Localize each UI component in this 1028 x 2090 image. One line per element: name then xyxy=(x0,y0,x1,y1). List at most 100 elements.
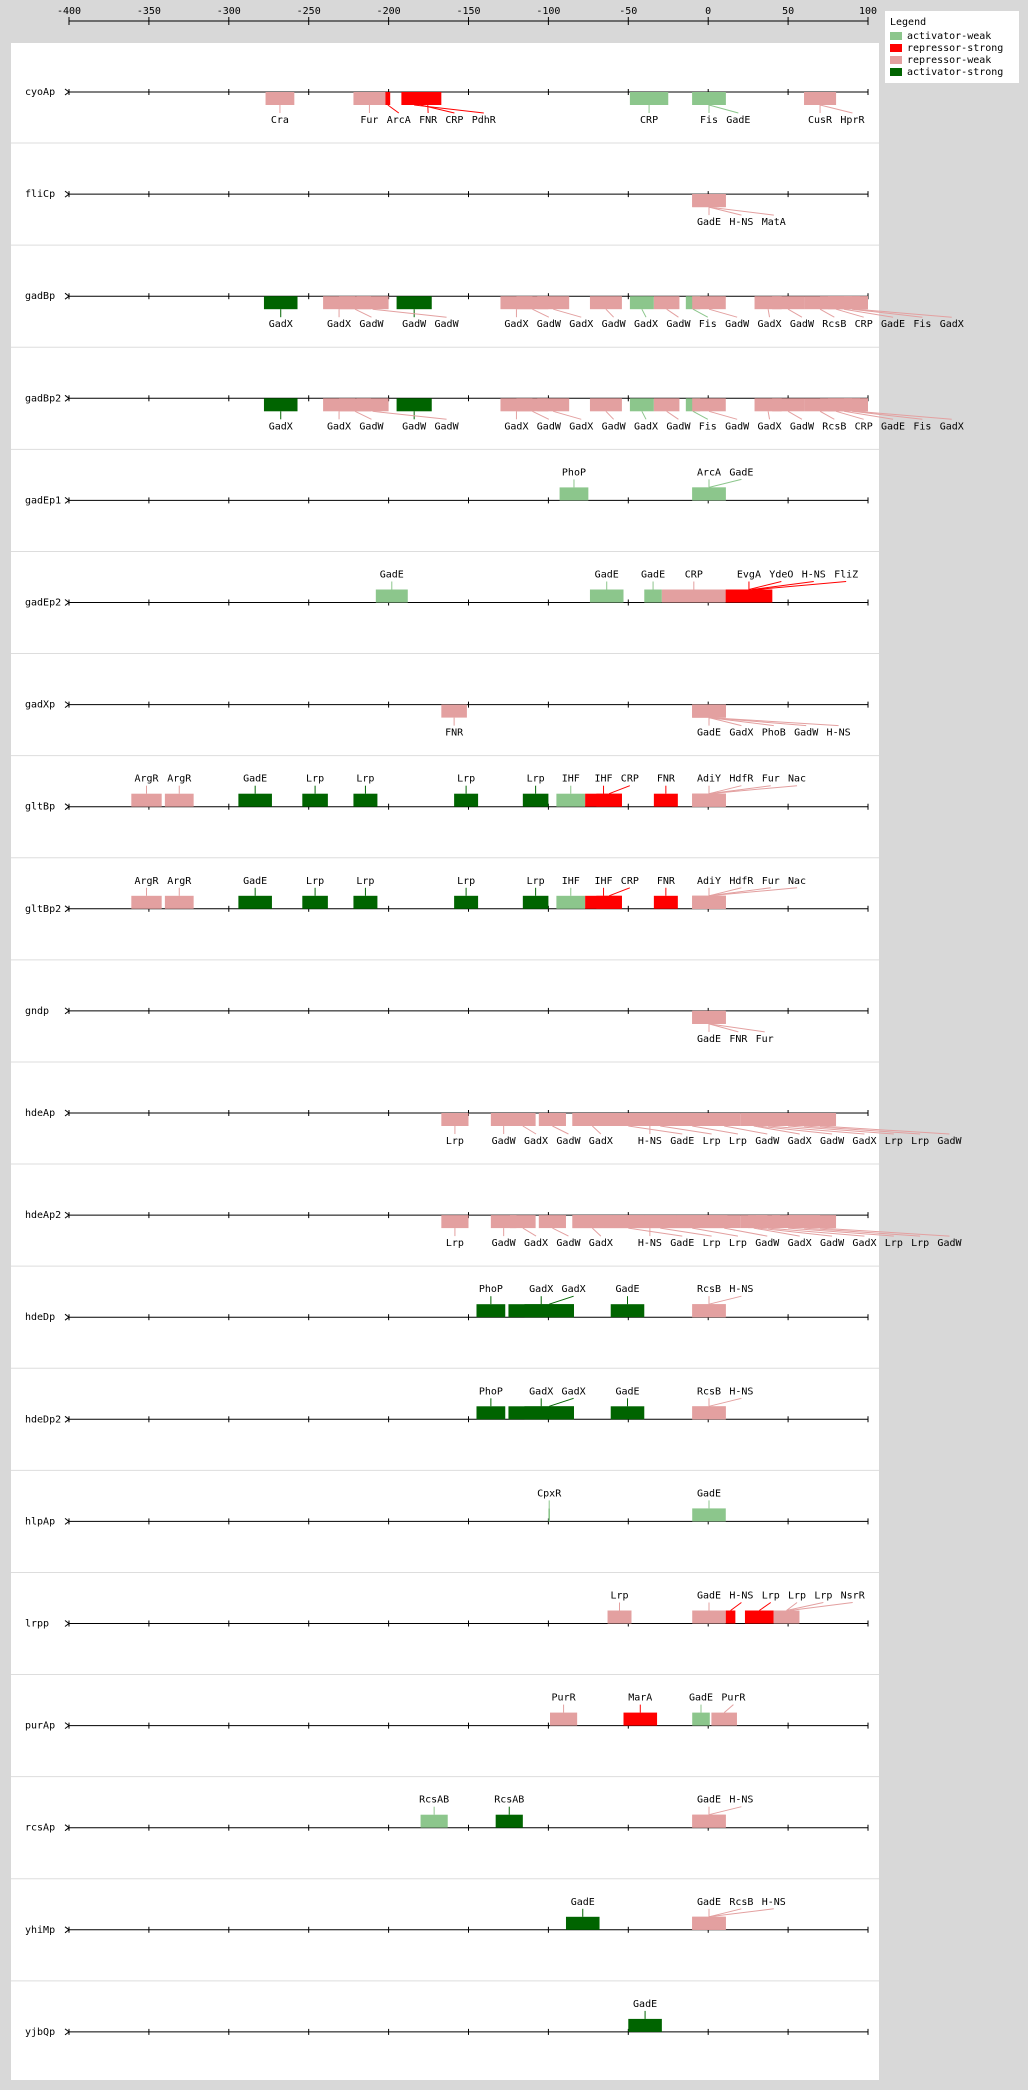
site-label: GadE xyxy=(689,1693,713,1704)
binding-site xyxy=(476,1406,506,1420)
legend-box xyxy=(885,11,1019,83)
binding-site xyxy=(692,895,726,909)
site-label: RcsAB xyxy=(494,1795,524,1806)
site-label: Lrp xyxy=(610,1591,628,1602)
binding-site xyxy=(692,92,726,105)
binding-site xyxy=(559,487,589,501)
binding-site xyxy=(844,296,868,310)
promoter-name: hdeAp xyxy=(25,1108,55,1119)
leader-line xyxy=(788,1227,894,1237)
leader-line xyxy=(708,478,742,488)
leader-line xyxy=(768,1227,865,1237)
leader-line xyxy=(786,1602,798,1611)
site-label: Lrp xyxy=(729,1136,747,1147)
leader-line xyxy=(708,1908,774,1918)
binding-site xyxy=(537,296,570,310)
site-label: Fis xyxy=(913,319,931,330)
site-label: H-NS xyxy=(729,1795,753,1806)
leader-line xyxy=(708,1908,742,1918)
binding-site xyxy=(522,895,549,909)
site-label: GadE xyxy=(697,728,721,739)
leader-line xyxy=(592,1125,602,1135)
site-label: Lrp xyxy=(911,1238,929,1249)
site-label: GadX xyxy=(788,1136,812,1147)
binding-site xyxy=(510,1113,536,1126)
binding-site xyxy=(596,793,622,807)
site-label: GadE xyxy=(243,774,267,785)
leader-line xyxy=(767,309,771,318)
binding-site xyxy=(549,1712,578,1726)
site-label: GadE xyxy=(729,467,753,478)
site-label: H-NS xyxy=(729,1284,753,1295)
leader-line xyxy=(843,308,894,318)
binding-site xyxy=(164,895,194,909)
site-label: Fis xyxy=(913,421,931,432)
site-label: HprR xyxy=(840,115,865,126)
site-label: GadE xyxy=(697,217,721,228)
site-label: PhoP xyxy=(479,1284,503,1295)
site-label: Nac xyxy=(788,774,806,785)
leader-line xyxy=(753,1125,800,1135)
leader-line xyxy=(692,410,709,420)
binding-site xyxy=(556,793,586,807)
binding-site xyxy=(744,1610,774,1624)
promoter-name: fliCp xyxy=(25,189,55,200)
promoter-name: gadEp2 xyxy=(25,598,61,609)
leader-line xyxy=(522,1227,537,1237)
site-label: CRP xyxy=(621,774,639,785)
leader-line xyxy=(708,1295,742,1305)
leader-line xyxy=(843,410,894,420)
legend-swatch xyxy=(890,32,902,40)
leader-line xyxy=(549,1397,574,1407)
promoter-name: hdeDp xyxy=(25,1312,55,1323)
axis-tick-label: -150 xyxy=(456,6,480,17)
site-label: CRP xyxy=(685,570,703,581)
site-label: EvgA xyxy=(737,570,761,581)
binding-site xyxy=(692,1916,726,1930)
site-label: IHF xyxy=(594,876,612,887)
site-label: IHF xyxy=(594,774,612,785)
binding-site xyxy=(676,1113,709,1126)
site-label: MarA xyxy=(628,1693,652,1704)
site-label: GadX xyxy=(562,1386,586,1397)
site-label: CpxR xyxy=(537,1488,562,1499)
site-label: Lrp xyxy=(885,1136,903,1147)
binding-site xyxy=(612,1215,645,1229)
leader-line xyxy=(768,1125,865,1135)
site-label: RcsAB xyxy=(419,1795,449,1806)
site-label: GadX xyxy=(634,319,658,330)
site-label: IHF xyxy=(562,876,580,887)
site-label: Lrp xyxy=(527,774,545,785)
site-label: CRP xyxy=(855,421,873,432)
binding-site xyxy=(495,1814,523,1828)
promoter-name: cyoAp xyxy=(25,87,55,98)
site-label: GadX xyxy=(327,319,351,330)
leader-line xyxy=(708,785,798,795)
axis-tick-label: 0 xyxy=(705,6,711,17)
leader-line xyxy=(708,887,798,897)
leader-line xyxy=(748,581,782,590)
leader-line xyxy=(608,887,631,897)
site-label: GadX xyxy=(940,319,964,330)
leader-line xyxy=(553,308,582,318)
site-label: GadX xyxy=(852,1238,876,1249)
leader-line xyxy=(708,206,774,216)
leader-line xyxy=(532,410,550,420)
leader-line xyxy=(708,1023,765,1033)
site-label: Nac xyxy=(788,876,806,887)
leader-line xyxy=(692,1227,739,1237)
site-label: GadW xyxy=(794,728,819,739)
site-label: CRP xyxy=(640,115,658,126)
binding-site xyxy=(556,895,586,909)
site-label: GadW xyxy=(602,319,627,330)
site-label: GadX xyxy=(529,1284,553,1295)
legend-swatch xyxy=(890,68,902,76)
binding-site xyxy=(454,895,479,909)
site-label: Fis xyxy=(700,115,718,126)
binding-site xyxy=(263,296,298,310)
site-label: HdfR xyxy=(729,774,754,785)
leader-line xyxy=(786,1602,824,1611)
binding-site xyxy=(356,296,389,310)
site-label: GadW xyxy=(435,421,460,432)
binding-site xyxy=(692,1712,710,1726)
